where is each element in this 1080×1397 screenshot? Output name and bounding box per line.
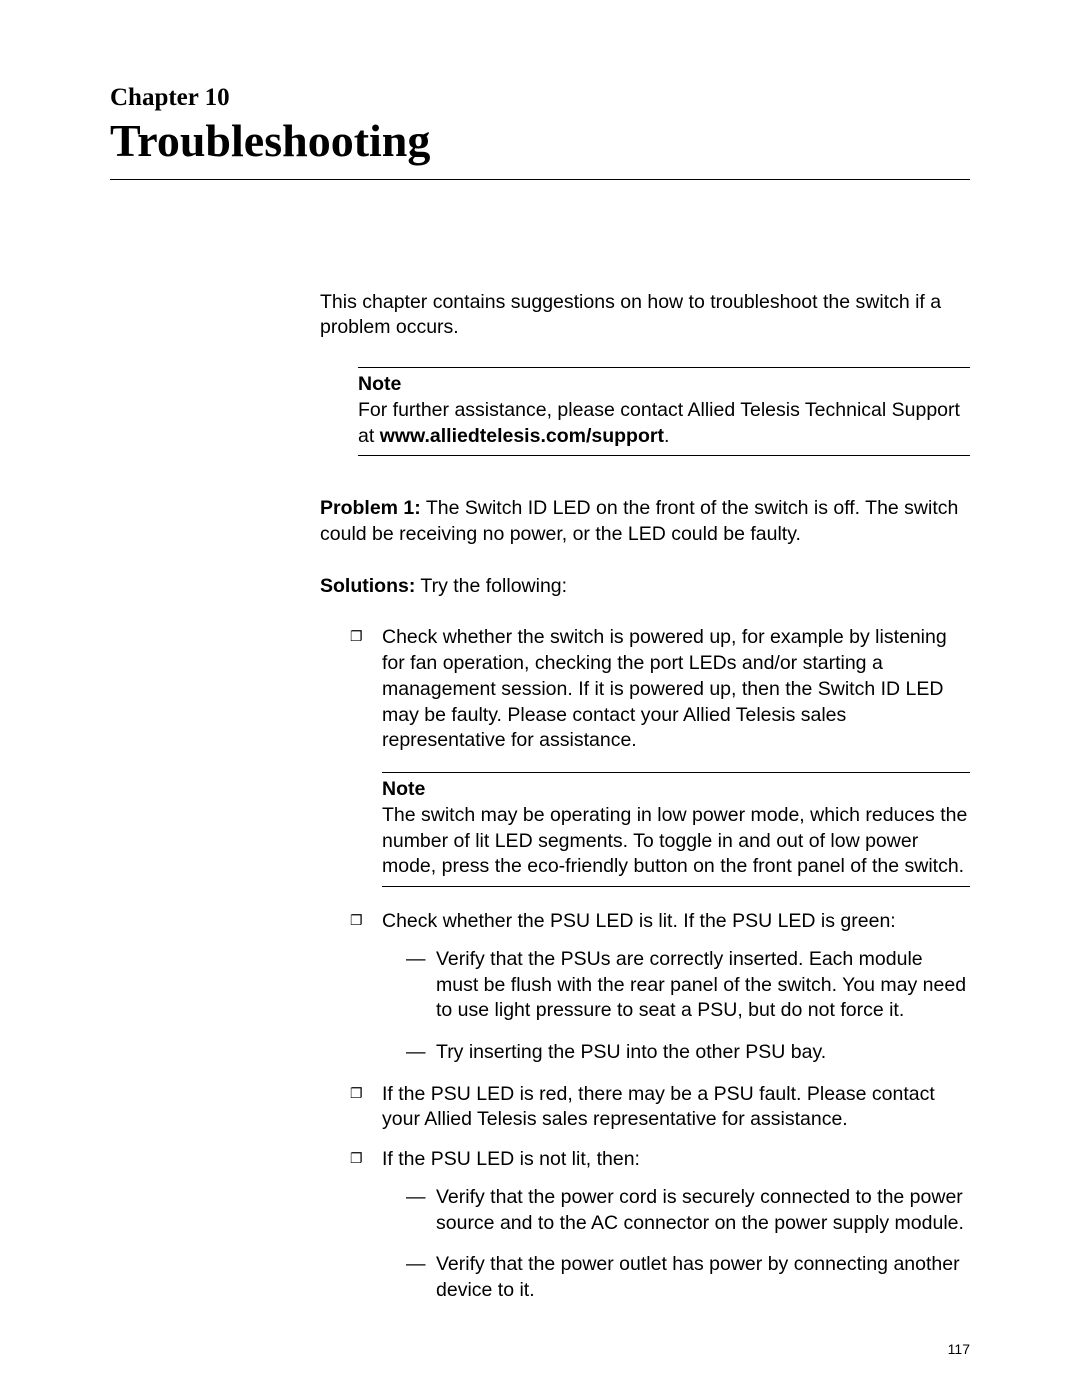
list-item: Check whether the switch is powered up, … (350, 625, 970, 887)
note-title: Note (382, 777, 970, 803)
chapter-label: Chapter 10 (110, 84, 970, 112)
problem-1-label: Problem 1: (320, 497, 421, 519)
solutions-text: Try the following: (415, 575, 567, 597)
sub-list: Verify that the PSUs are correctly inser… (382, 947, 970, 1066)
document-page: Chapter 10 Troubleshooting This chapter … (0, 0, 1080, 1397)
list-item: If the PSU LED is red, there may be a PS… (350, 1082, 970, 1133)
note-text-post: . (664, 425, 669, 447)
note-box-1: Note For further assistance, please cont… (358, 367, 970, 456)
title-rule (110, 179, 970, 180)
chapter-header: Chapter 10 Troubleshooting (110, 84, 970, 180)
note-box-2: Note The switch may be operating in low … (382, 772, 970, 887)
solutions-list: Check whether the switch is powered up, … (320, 625, 970, 1303)
problem-1: Problem 1: The Switch ID LED on the fron… (320, 496, 970, 547)
sub-list-item: Try inserting the PSU into the other PSU… (406, 1040, 970, 1066)
bullet-4-text: If the PSU LED is not lit, then: (382, 1148, 640, 1170)
note-title: Note (358, 372, 970, 398)
solutions-label: Solutions: (320, 575, 415, 597)
page-number: 117 (948, 1341, 970, 1357)
bullet-2-text: Check whether the PSU LED is lit. If the… (382, 910, 896, 932)
list-item: Check whether the PSU LED is lit. If the… (350, 909, 970, 1066)
support-link: www.alliedtelesis.com/support (380, 425, 664, 447)
sub-list-item: Verify that the power cord is securely c… (406, 1185, 970, 1236)
list-item: If the PSU LED is not lit, then: Verify … (350, 1147, 970, 1304)
sub-list: Verify that the power cord is securely c… (382, 1185, 970, 1304)
sub-list-item: Verify that the PSUs are correctly inser… (406, 947, 970, 1024)
note-body: The switch may be operating in low power… (382, 803, 970, 880)
content-column: This chapter contains suggestions on how… (320, 290, 970, 1304)
bullet-1-text: Check whether the switch is powered up, … (382, 626, 947, 751)
intro-paragraph: This chapter contains suggestions on how… (320, 290, 970, 341)
solutions-line: Solutions: Try the following: (320, 574, 970, 600)
sub-list-item: Verify that the power outlet has power b… (406, 1252, 970, 1303)
note-body: For further assistance, please contact A… (358, 398, 970, 449)
chapter-title: Troubleshooting (110, 116, 970, 167)
